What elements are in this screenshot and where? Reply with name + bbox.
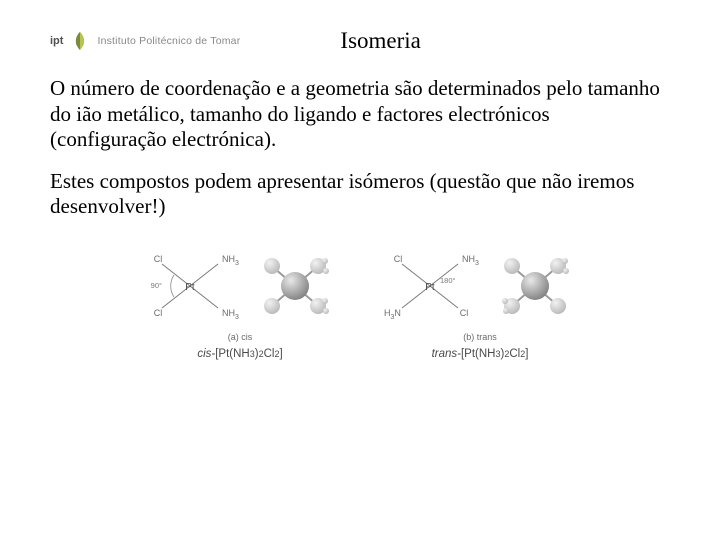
trans-tl-label: Cl (394, 254, 403, 264)
cis-flat-diagram: Pt Cl Cl NH3 NH3 90° (140, 246, 240, 326)
paragraph-2: Estes compostos podem apresentar isómero… (50, 169, 670, 220)
cis-row: Pt Cl Cl NH3 NH3 90° (140, 246, 340, 326)
paragraph-1: O número de coordenação e a geometria sã… (50, 76, 670, 153)
trans-column: Pt Cl Cl NH3 H3N 180° (380, 246, 580, 360)
cis-caption: (a) cis (228, 332, 253, 342)
cis-3d-diagram (250, 246, 340, 326)
cis-center-label: Pt (185, 282, 195, 293)
trans-caption: (b) trans (463, 332, 497, 342)
trans-formula: trans-[Pt(NH3)2Cl2] (432, 348, 529, 360)
diagrams-area: Pt Cl Cl NH3 NH3 90° (50, 246, 670, 360)
institution-text: Instituto Politécnico de Tomar (97, 35, 240, 47)
cis-tr-label: NH3 (222, 254, 239, 267)
slide-title: Isomeria (340, 28, 420, 54)
trans-br-label: Cl (460, 308, 469, 318)
logo-ipt-text: ipt (50, 35, 63, 47)
logo: ipt Instituto Politécnico de Tomar (50, 30, 240, 52)
cis-column: Pt Cl Cl NH3 NH3 90° (140, 246, 340, 360)
trans-3d-diagram (490, 246, 580, 326)
cis-tl-label: Cl (154, 254, 163, 264)
cis-angle-label: 90° (151, 281, 162, 290)
cis-bl-label: Cl (154, 308, 163, 318)
leaf-icon (69, 30, 91, 52)
trans-flat-diagram: Pt Cl Cl NH3 H3N 180° (380, 246, 480, 326)
header: ipt Instituto Politécnico de Tomar Isome… (50, 28, 670, 54)
trans-angle-label: 180° (440, 276, 456, 285)
trans-bl-label: H3N (384, 308, 401, 321)
trans-row: Pt Cl Cl NH3 H3N 180° (380, 246, 580, 326)
cis-br-label: NH3 (222, 308, 239, 321)
cis-formula: cis-[Pt(NH3)2Cl2] (197, 348, 282, 360)
trans-tr-label: NH3 (462, 254, 479, 267)
trans-center-label: Pt (425, 282, 435, 293)
